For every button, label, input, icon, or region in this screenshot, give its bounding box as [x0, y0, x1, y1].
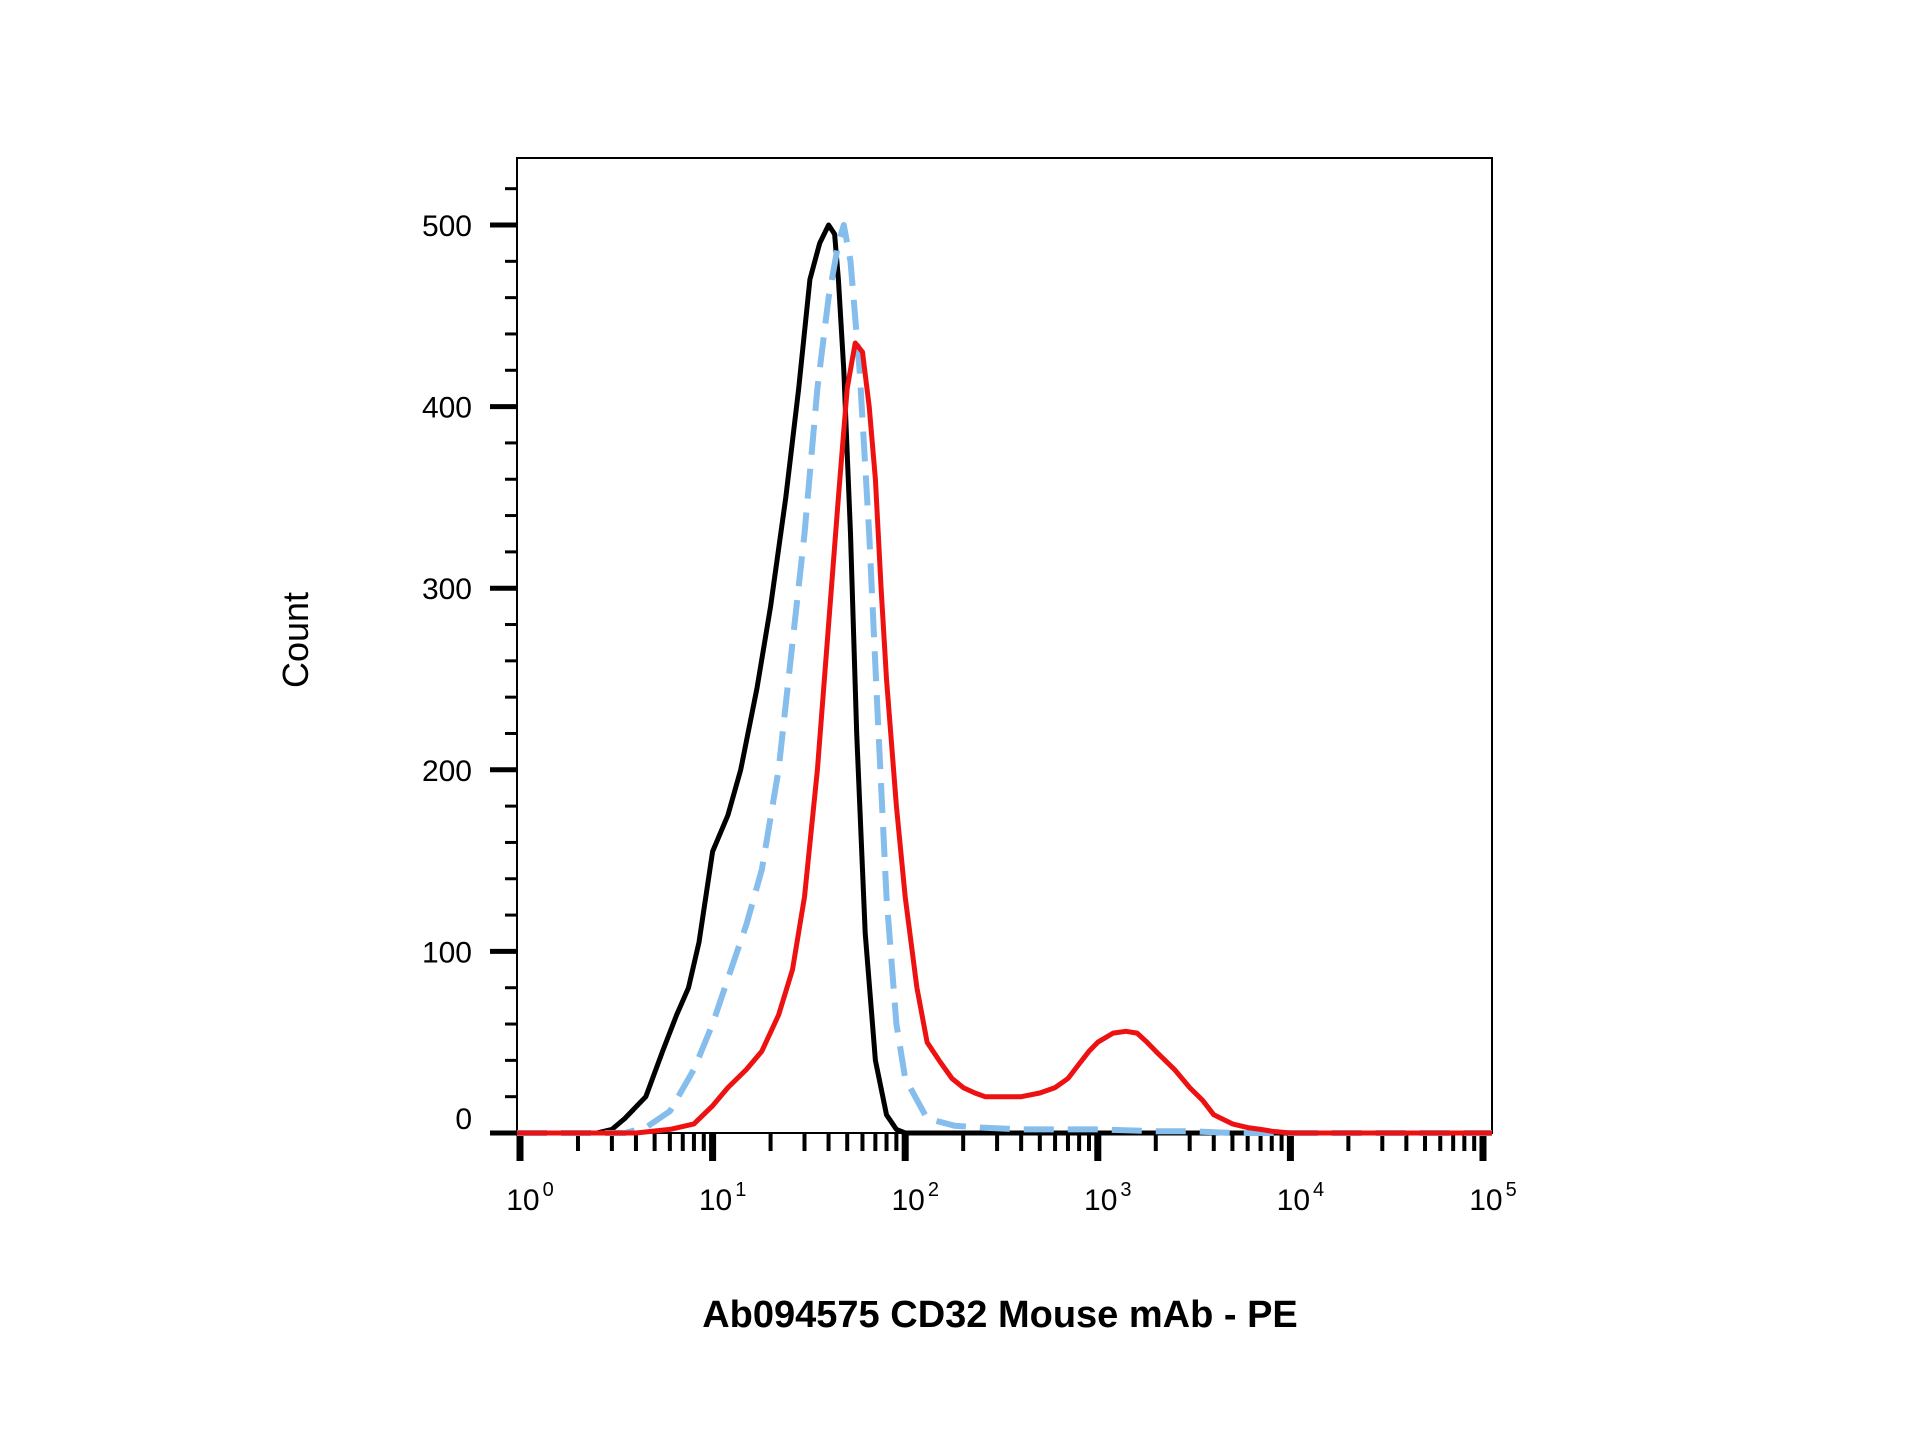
x-axis: 10 0 10 1 10 2 10 3 10 4 10 5 [506, 1133, 1517, 1217]
x-tick-label: 10 3 [1084, 1179, 1132, 1217]
x-tick-label: 10 0 [506, 1179, 554, 1217]
x-tick-label: 10 5 [1469, 1179, 1517, 1217]
y-tick-label: 500 [422, 210, 472, 243]
x-axis-title: Ab094575 CD32 Mouse mAb - PE [702, 1294, 1298, 1336]
y-tick-label: 300 [422, 573, 472, 606]
y-tick-label: 100 [422, 936, 472, 969]
y-axis: 0 100 200 300 400 500 [422, 187, 517, 1136]
y-tick-label: 400 [422, 392, 472, 425]
y-tick-label: 0 [455, 1103, 472, 1136]
x-tick-label: 10 4 [1277, 1179, 1325, 1217]
y-tick-label: 200 [422, 755, 472, 788]
y-axis-title: Count [275, 592, 316, 688]
series-layer [517, 222, 1492, 1136]
plot-frame [516, 157, 1493, 1134]
series-line-1 [517, 222, 1492, 1136]
x-tick-label: 10 1 [699, 1179, 747, 1217]
series-line-0 [517, 222, 1492, 1136]
series-line-2 [517, 340, 1492, 1136]
x-tick-label: 10 2 [891, 1179, 939, 1217]
